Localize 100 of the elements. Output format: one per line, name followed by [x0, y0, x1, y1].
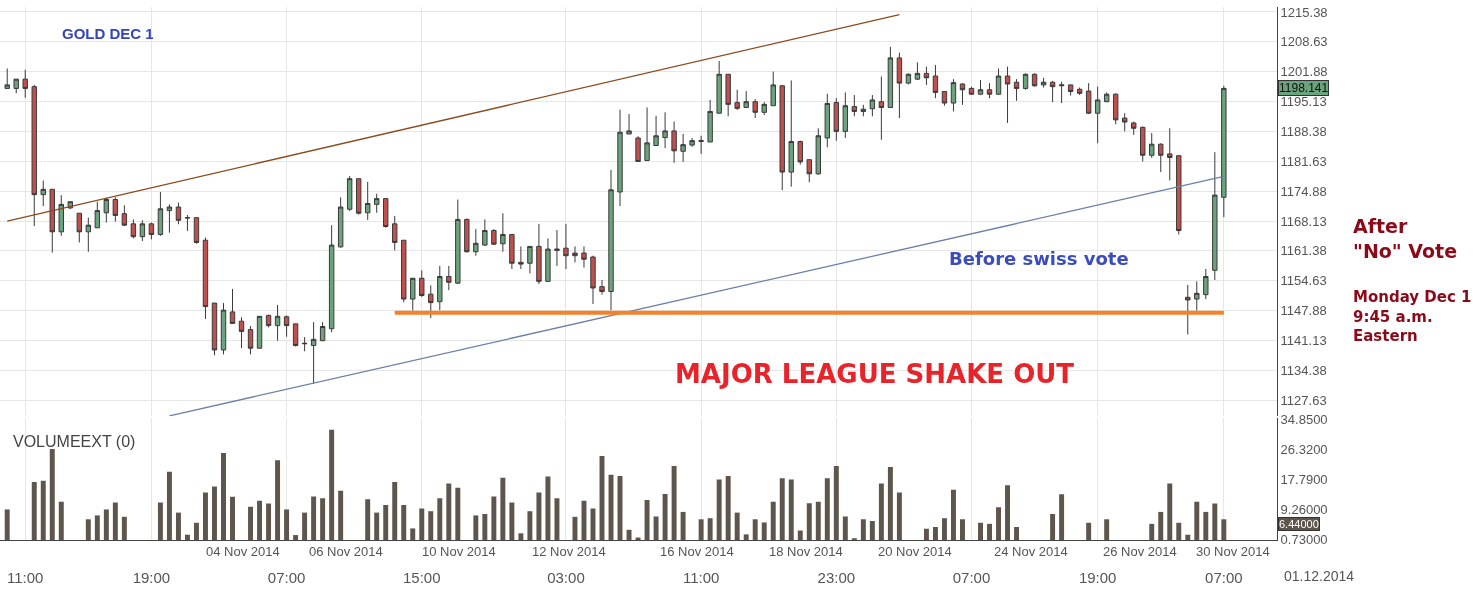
- y-tick-label: 1208.63: [1280, 34, 1328, 50]
- candlestick: [4, 68, 10, 89]
- bar: [554, 498, 560, 540]
- bar: [374, 512, 380, 540]
- candlestick: [914, 61, 921, 81]
- text: 01.12.2014: [1284, 568, 1355, 584]
- bar: [157, 502, 163, 540]
- bar: [482, 514, 488, 540]
- candlestick: [932, 64, 939, 99]
- bar: [428, 511, 434, 540]
- candlestick: [797, 140, 803, 166]
- y-tick-label: 1134.38: [1280, 362, 1327, 378]
- bar: [184, 534, 190, 540]
- candlestick: [301, 336, 308, 352]
- y-tick-label: 1168.13: [1280, 213, 1327, 229]
- candlestick: [292, 323, 299, 347]
- candlestick: [328, 224, 335, 333]
- candlestick: [590, 255, 596, 305]
- candlestick: [554, 229, 560, 267]
- candlestick: [1112, 92, 1119, 125]
- candlestick: [319, 321, 326, 342]
- bar: [248, 506, 254, 540]
- candlestick: [112, 196, 119, 223]
- x-tick-label: 11:00: [7, 569, 44, 586]
- candlestick: [283, 314, 290, 338]
- bar: [770, 501, 776, 540]
- bar: [815, 501, 821, 540]
- bar: [1221, 519, 1227, 540]
- bar: [833, 465, 839, 540]
- candlestick: [617, 109, 623, 207]
- candlestick: [1212, 151, 1218, 281]
- candlestick: [373, 193, 380, 214]
- candlestick: [1058, 81, 1065, 104]
- text: Monday Dec 1 9:45 a.m. Eastern: [1353, 288, 1472, 345]
- candlestick: [419, 269, 425, 298]
- x-tick-label: 11:00: [682, 569, 720, 586]
- candlestick: [94, 201, 101, 229]
- candlestick: [184, 214, 191, 232]
- bar: [878, 483, 884, 540]
- candlestick: [950, 78, 957, 112]
- candlestick: [806, 159, 812, 183]
- bar: [257, 500, 263, 540]
- x-tick-label: 07:00: [1205, 569, 1243, 586]
- candlestick: [13, 78, 19, 94]
- candlestick: [1049, 80, 1056, 103]
- bar: [212, 486, 217, 540]
- bar: [680, 511, 686, 540]
- bar: [950, 489, 956, 540]
- bar: [401, 504, 407, 540]
- y-tick-label: 9.26000: [1280, 501, 1328, 517]
- candlestick: [1176, 155, 1182, 235]
- y-tick-label: 1154.63: [1280, 273, 1327, 289]
- candlestick: [842, 91, 849, 139]
- bar: [978, 522, 983, 540]
- bar: [365, 499, 371, 540]
- bar: [491, 496, 497, 540]
- bar: [518, 533, 524, 540]
- bar: [266, 503, 272, 540]
- bar: [941, 518, 947, 540]
- text: GOLD DEC 1: [62, 25, 154, 42]
- y-tick-label: 1161.38: [1280, 243, 1327, 259]
- candlestick: [608, 169, 614, 311]
- candlestick: [1221, 85, 1227, 218]
- candlestick: [139, 219, 146, 242]
- candlestick: [977, 79, 984, 96]
- candlestick: [148, 222, 155, 240]
- candlestick: [22, 69, 28, 99]
- candlestick: [175, 202, 182, 225]
- bar: [509, 502, 515, 540]
- candlestick: [130, 218, 137, 239]
- candlestick: [509, 233, 515, 270]
- candlestick: [698, 135, 704, 155]
- candlestick: [1121, 112, 1128, 132]
- bar: [230, 496, 235, 540]
- candlestick: [716, 60, 722, 114]
- text: 10 Nov 2014: [422, 544, 496, 559]
- bar: [94, 515, 100, 540]
- y-tick-label: 1195.13: [1280, 94, 1327, 110]
- candlestick: [869, 94, 876, 117]
- bar: [1158, 511, 1164, 540]
- bar: [85, 519, 91, 540]
- y-tick-label: 1181.63: [1280, 153, 1327, 169]
- bar: [1014, 527, 1020, 540]
- bar: [536, 492, 542, 540]
- candlestick: [563, 223, 569, 270]
- bar: [1167, 483, 1173, 540]
- bar: [112, 502, 118, 540]
- candlestick: [644, 106, 650, 162]
- bar: [1059, 494, 1065, 540]
- bar: [824, 478, 830, 540]
- candlestick: [157, 191, 164, 237]
- bar: [617, 476, 623, 540]
- bar: [779, 478, 785, 540]
- candlestick: [166, 203, 173, 234]
- bar: [1212, 503, 1218, 540]
- bar: [311, 496, 317, 540]
- y-tick-label: 0.73000: [1280, 531, 1328, 547]
- x-tick-label: 23:00: [817, 569, 856, 586]
- y-tick-label: 1174.88: [1280, 183, 1327, 199]
- bar: [932, 527, 938, 540]
